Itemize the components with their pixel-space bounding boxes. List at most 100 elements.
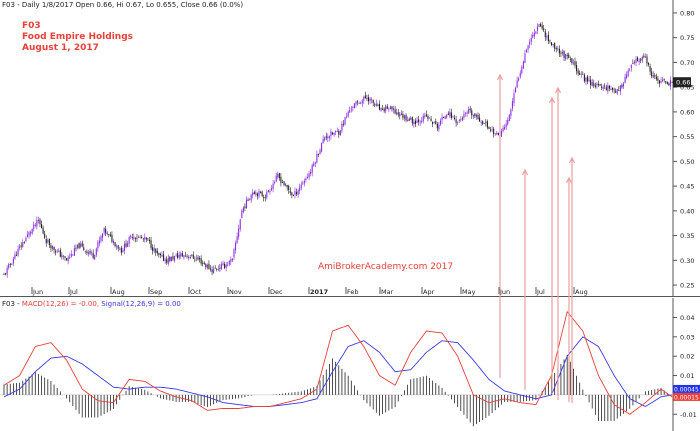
- candle-body: [494, 133, 496, 135]
- candle-body: [344, 117, 346, 125]
- candle-body: [580, 74, 582, 75]
- candle-body: [618, 90, 620, 91]
- candle-body: [482, 121, 484, 125]
- candle-body: [23, 242, 25, 243]
- candle-body: [385, 105, 387, 112]
- candle-body: [399, 114, 401, 116]
- candle-body: [249, 199, 251, 201]
- candle-body: [410, 117, 412, 120]
- candle-body: [277, 173, 279, 178]
- candle-body: [566, 55, 568, 56]
- candle-body: [97, 242, 99, 249]
- candle-body: [216, 269, 218, 271]
- candle-body: [112, 240, 115, 244]
- candle-body: [599, 83, 601, 86]
- price-chart: 0.80 0.75 0.70 0.65 0.60 0.55 0.50 0.45 0.40 0.35…: [0, 0, 700, 297]
- candle-body: [30, 232, 32, 234]
- candle-body: [335, 131, 337, 133]
- candle-body: [119, 248, 121, 250]
- candle-body: [139, 237, 141, 239]
- price-y-tick-label: 0.45: [680, 183, 694, 191]
- candle-body: [150, 240, 152, 249]
- candle-body: [20, 245, 22, 247]
- candle-body: [508, 115, 510, 122]
- candle-body: [123, 243, 126, 251]
- candle-body: [14, 254, 16, 260]
- candle-body: [360, 103, 362, 105]
- candle-body: [253, 191, 255, 195]
- macd-y-tick-label: 0.02: [680, 353, 694, 361]
- candle-body: [400, 113, 402, 116]
- candle-body: [64, 256, 66, 258]
- candle-body: [443, 117, 445, 119]
- candle-body: [574, 61, 576, 66]
- candle-body: [244, 206, 246, 208]
- candle-body: [518, 78, 520, 81]
- candle-body: [331, 132, 334, 135]
- candle-body: [378, 104, 381, 110]
- candle-body: [166, 259, 168, 263]
- last-price-box: [673, 77, 691, 88]
- candle-body: [180, 253, 182, 257]
- candle-body: [31, 228, 33, 234]
- candle-body: [50, 245, 52, 249]
- candle-body: [219, 267, 221, 269]
- candle-body: [665, 81, 667, 83]
- candle-body: [610, 88, 612, 91]
- candle-body: [349, 110, 351, 113]
- candle-body: [181, 253, 183, 257]
- candle-body: [500, 130, 503, 137]
- candle-body: [439, 120, 442, 125]
- candle-body: [538, 24, 540, 27]
- candle-body: [267, 190, 269, 192]
- candle-body: [549, 40, 551, 42]
- macd-line: [3, 310, 673, 415]
- candle-body: [317, 153, 319, 155]
- candle-body: [199, 258, 201, 260]
- candle-body: [230, 259, 232, 262]
- candle-body: [436, 123, 438, 129]
- candle-body: [125, 243, 127, 247]
- candle-body: [321, 143, 323, 152]
- candle-body: [403, 115, 406, 119]
- macd-last-value: 0.00045: [674, 386, 699, 393]
- macd-y-tick-label: -0.01: [680, 411, 697, 419]
- candle-body: [524, 53, 526, 63]
- candle-body: [6, 267, 8, 275]
- candle-body: [233, 249, 235, 258]
- candle-body: [630, 64, 632, 69]
- candle-body: [583, 74, 585, 82]
- candle-body: [594, 85, 596, 87]
- candle-body: [624, 76, 626, 83]
- candle-body: [383, 108, 385, 112]
- candle-body: [355, 101, 357, 105]
- candle-body: [353, 103, 355, 108]
- candle-body: [69, 257, 71, 259]
- candle-body: [25, 238, 27, 242]
- candle-body: [613, 89, 615, 91]
- candle-body: [255, 192, 257, 195]
- candle-body: [638, 60, 640, 63]
- candle-body: [205, 263, 207, 267]
- candle-body: [189, 257, 191, 258]
- candle-body: [70, 253, 72, 257]
- candle-body: [425, 114, 427, 117]
- candle-body: [98, 240, 100, 244]
- candle-body: [328, 136, 330, 138]
- candle-body: [533, 32, 535, 37]
- candle-body: [106, 232, 108, 235]
- macd-header: F03 - MACD(12,26) = -0.00, Signal(12,26,…: [2, 300, 181, 308]
- candle-body: [535, 31, 537, 34]
- candle-body: [430, 118, 432, 121]
- candle-body: [372, 99, 374, 104]
- candle-body: [507, 120, 509, 125]
- candle-body: [652, 75, 654, 78]
- candle-body: [325, 136, 327, 138]
- candle-body: [450, 112, 452, 118]
- candle-body: [418, 119, 420, 122]
- candle-body: [411, 117, 413, 124]
- macd-histogram: [3, 354, 671, 427]
- candle-body: [380, 107, 382, 112]
- candle-body: [504, 127, 506, 130]
- candle-body: [36, 219, 38, 227]
